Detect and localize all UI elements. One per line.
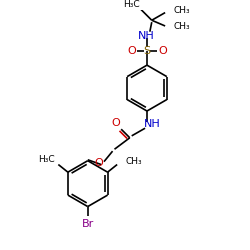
- Text: O: O: [111, 118, 120, 128]
- Text: Br: Br: [82, 219, 94, 229]
- Text: H₃C: H₃C: [124, 0, 140, 10]
- Text: CH₃: CH₃: [174, 22, 190, 32]
- Text: H₃C: H₃C: [38, 155, 54, 164]
- Text: O: O: [127, 46, 136, 56]
- Text: CH₃: CH₃: [174, 6, 190, 15]
- Text: S: S: [144, 46, 150, 56]
- Text: O: O: [95, 158, 104, 168]
- Text: O: O: [158, 46, 167, 56]
- Text: NH: NH: [138, 30, 154, 40]
- Text: CH₃: CH₃: [126, 157, 142, 166]
- Text: NH: NH: [144, 120, 161, 130]
